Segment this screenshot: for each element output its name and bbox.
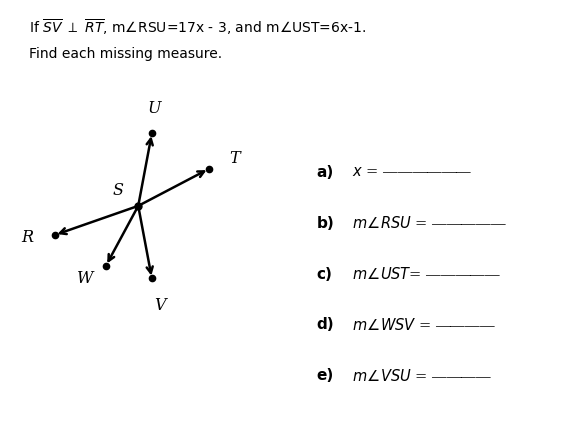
Text: $m\angle VSU$ = ――――: $m\angle VSU$ = ―――― xyxy=(348,367,492,383)
Text: c): c) xyxy=(317,266,333,281)
Text: T: T xyxy=(229,149,240,166)
Text: U: U xyxy=(147,100,161,117)
Text: $m\angle WSV$ = ――――: $m\angle WSV$ = ―――― xyxy=(348,316,497,332)
Text: b): b) xyxy=(317,215,335,230)
Text: S: S xyxy=(113,182,124,199)
Text: Find each missing measure.: Find each missing measure. xyxy=(29,47,222,61)
Text: $x$ = ――――――: $x$ = ―――――― xyxy=(348,165,473,179)
Text: If $\overline{SV}$ $\perp$ $\overline{RT}$, m∠RSU=17x - 3, and m∠UST=6x-1.: If $\overline{SV}$ $\perp$ $\overline{RT… xyxy=(29,17,366,37)
Text: W: W xyxy=(77,270,94,287)
Text: a): a) xyxy=(317,165,334,179)
Text: V: V xyxy=(154,296,166,313)
Text: $m\angle UST$= ―――――: $m\angle UST$= ――――― xyxy=(348,265,502,282)
Text: e): e) xyxy=(317,368,334,382)
Text: d): d) xyxy=(317,317,335,332)
Text: $m\angle RSU$ = ―――――: $m\angle RSU$ = ――――― xyxy=(348,215,507,231)
Text: R: R xyxy=(21,228,33,245)
